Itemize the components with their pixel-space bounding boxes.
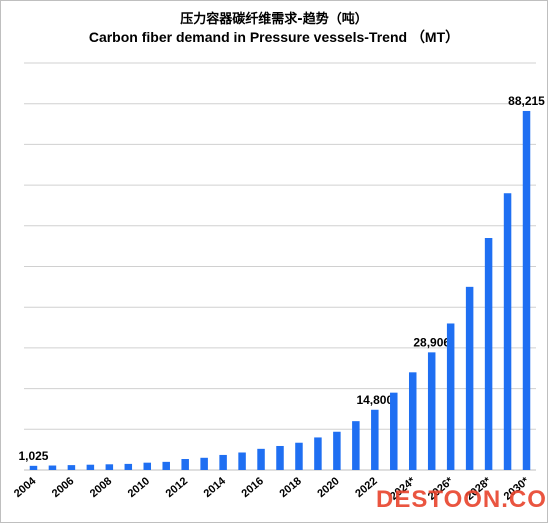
bar-2007	[86, 464, 95, 470]
bar-2008	[105, 464, 114, 470]
bar-2019	[314, 437, 322, 470]
x-tick-label: 2020	[315, 475, 341, 500]
data-label: 1,025	[18, 449, 48, 463]
bar-2026*	[446, 323, 455, 470]
bar-2014	[219, 454, 227, 470]
bar-2006	[67, 465, 76, 470]
bar-2009	[124, 463, 133, 470]
bar-2011	[162, 461, 170, 470]
bar-2020	[333, 431, 341, 470]
bar-2010	[143, 462, 152, 470]
x-tick-label: 2004	[12, 475, 39, 500]
bar-2021	[352, 421, 360, 470]
bar-2013	[200, 457, 208, 470]
data-label: 88,215	[508, 94, 545, 108]
bar-2015	[238, 452, 246, 470]
x-tick-label: 2016	[239, 475, 265, 500]
x-tick-label: 2012	[164, 475, 190, 500]
bar-2017	[276, 445, 284, 470]
x-tick-label: 2010	[126, 475, 152, 500]
bar-2012	[181, 459, 189, 470]
bar-2016	[257, 448, 265, 470]
data-label: 14,800	[356, 393, 393, 407]
x-tick-label: 2006	[50, 475, 76, 500]
chart-subtitle: Carbon fiber demand in Pressure vessels-…	[88, 29, 460, 45]
bar-2029*	[503, 193, 512, 471]
x-tick-label: 2008	[88, 475, 114, 500]
watermark-logo: DESTOON.COM	[376, 486, 548, 513]
bar-2027*	[465, 286, 474, 470]
bar-2018	[295, 442, 303, 470]
bar-2025*	[427, 352, 436, 470]
x-tick-label: 2014	[202, 475, 229, 500]
bar-2022	[371, 409, 379, 470]
bar-2005	[48, 465, 57, 470]
bar-2024*	[408, 372, 417, 470]
data-label: 28,906	[413, 335, 450, 349]
bar-2004	[29, 465, 38, 470]
bar-2028*	[484, 238, 493, 470]
chart-title: 压力容器碳纤维需求-趋势（吨）	[180, 12, 368, 27]
bar-2030*	[522, 110, 531, 470]
x-tick-label: 2018	[277, 475, 303, 500]
bar-2023	[390, 392, 398, 470]
